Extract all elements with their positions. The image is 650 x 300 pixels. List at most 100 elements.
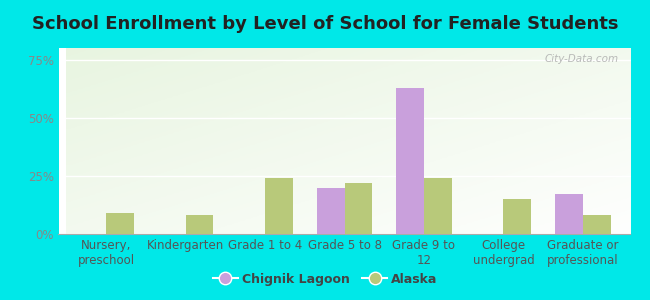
Bar (58, 232, 630, 234)
Bar (58, 232, 630, 234)
Bar (58, 232, 630, 234)
Bar (58, 232, 630, 234)
Bar (58, 232, 630, 234)
Bar (58, 232, 630, 234)
Bar (58, 232, 630, 234)
Bar (58, 232, 630, 234)
Bar (58, 232, 630, 234)
Bar (58, 232, 630, 234)
Bar (58, 232, 630, 234)
Bar (58, 232, 630, 234)
Bar (58, 232, 630, 234)
Bar (58, 232, 630, 234)
Bar (58, 232, 630, 234)
Bar (58, 232, 630, 234)
Bar (58, 232, 630, 234)
Bar (58, 232, 630, 234)
Bar (58, 232, 630, 234)
Bar (58, 232, 630, 234)
Bar (58, 232, 630, 234)
Bar (58, 232, 630, 234)
Bar (58, 232, 630, 234)
Bar (58, 232, 630, 234)
Bar (58, 232, 630, 234)
Bar (58, 232, 630, 234)
Bar (58, 232, 630, 234)
Bar (58, 232, 630, 234)
Bar (58, 232, 630, 234)
Bar (58, 232, 630, 234)
Bar (58, 232, 630, 234)
Bar (58, 232, 630, 234)
Bar (58, 232, 630, 234)
Bar (58, 232, 630, 234)
Bar (58, 232, 630, 234)
Bar (58, 232, 630, 234)
Bar (58, 232, 630, 234)
Bar (58, 232, 630, 234)
Bar (58, 232, 630, 234)
Bar (58, 232, 630, 234)
Bar (58, 232, 630, 234)
Bar (58, 232, 630, 234)
Bar (58, 232, 630, 234)
Bar (58, 232, 630, 234)
Bar (58, 232, 630, 234)
Bar (58, 232, 630, 234)
Bar (58, 232, 630, 234)
Bar (58, 232, 630, 234)
Bar (58, 232, 630, 234)
Bar (58, 232, 630, 234)
Bar (58, 232, 630, 234)
Bar (58, 232, 630, 234)
Bar (58, 232, 630, 234)
Bar (58, 232, 630, 234)
Bar (58, 232, 630, 234)
Bar (58, 232, 630, 234)
Bar (58, 232, 630, 234)
Bar (58, 232, 630, 234)
Bar (58, 232, 630, 234)
Bar (58, 232, 630, 234)
Bar (58, 232, 630, 234)
Bar (58, 232, 630, 234)
Bar (58, 232, 630, 234)
Bar (58, 232, 630, 234)
Bar (58, 232, 630, 234)
Bar (58, 232, 630, 234)
Bar (58, 232, 630, 234)
Bar (58, 232, 630, 234)
Bar (58, 232, 630, 234)
Bar (58, 232, 630, 234)
Bar (58, 232, 630, 234)
Bar (58, 232, 630, 234)
Bar (58, 232, 630, 234)
Bar (58, 232, 630, 234)
Bar (58, 232, 630, 234)
Bar (58, 232, 630, 234)
Bar (58, 232, 630, 234)
Bar (58, 232, 630, 234)
Bar (58, 232, 630, 234)
Bar (58, 232, 630, 234)
Bar (58, 232, 630, 234)
Bar (58, 232, 630, 234)
Bar (58, 232, 630, 234)
Bar (58, 232, 630, 234)
Bar (58, 232, 630, 234)
Bar (58, 232, 630, 234)
Bar (58, 232, 630, 234)
Bar (58, 232, 630, 234)
Bar (58, 232, 630, 234)
Bar (58, 232, 630, 234)
Bar (58, 232, 630, 234)
Bar (58, 232, 630, 234)
Bar (58, 232, 630, 234)
Bar (58, 232, 630, 234)
Bar (58, 232, 630, 234)
Bar (58, 232, 630, 234)
Bar (58, 232, 630, 234)
Bar (58, 232, 630, 234)
Bar (58, 232, 630, 234)
Bar (58, 232, 630, 234)
